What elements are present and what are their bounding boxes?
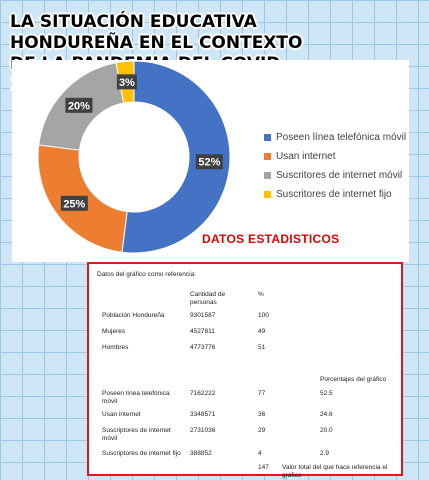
row-pct: 77 <box>258 390 266 397</box>
table-caption: Datos del gráfico como referencia: <box>97 271 196 278</box>
svg-text:25%: 25% <box>63 198 85 210</box>
row-pct: 29 <box>258 427 266 434</box>
header-cantidad: Cantidad de personas <box>190 291 226 306</box>
row-grafico: 52.5 <box>320 390 333 397</box>
row-cantidad: 388852 <box>190 450 212 457</box>
row-pct: 36 <box>258 411 266 418</box>
row-label: Suscriptores de internet fijo <box>102 450 181 457</box>
legend-label: Suscritores de internet fijo <box>276 189 392 200</box>
row-label: Población Hondureña <box>102 312 165 319</box>
legend-swatch <box>264 191 271 198</box>
row-cantidad: 2731036 <box>190 427 216 434</box>
svg-text:20%: 20% <box>68 100 90 112</box>
row-label: Usan internet <box>102 411 141 418</box>
legend-label: Usan internet <box>276 151 336 162</box>
legend-item: Usan internet <box>264 147 406 166</box>
header-pct: % <box>258 291 264 298</box>
legend-swatch <box>264 134 271 141</box>
row-cantidad: 3348571 <box>190 411 216 418</box>
row-grafico: 2.9 <box>320 450 330 457</box>
section-heading: DATOS ESTADISTICOS <box>202 232 340 246</box>
row-cantidad: 4773776 <box>190 344 216 351</box>
row-pct: 51 <box>258 344 266 351</box>
slice-label: 20% <box>65 97 93 113</box>
chart-panel: 52% 25% 20% 3% Poseen línea telefónica móvi… <box>12 60 409 262</box>
header-porcentajes: Porcentajes del gráfico <box>320 376 387 383</box>
row-cantidad: 9301587 <box>190 312 216 319</box>
legend-swatch <box>264 153 271 160</box>
row-label: Mujeres <box>102 328 126 335</box>
total-value: 147 <box>258 464 269 471</box>
legend-label: Suscritores de internet móvil <box>276 170 403 181</box>
row-pct: 49 <box>258 328 266 335</box>
legend-item: Suscritores de internet fijo <box>264 185 406 204</box>
svg-text:52%: 52% <box>198 157 220 169</box>
slice-label: 52% <box>195 154 223 170</box>
donut-chart: 52% 25% 20% 3% <box>37 60 231 254</box>
row-pct: 4 <box>258 450 262 457</box>
row-cantidad: 7162222 <box>190 390 216 397</box>
row-label: Suscriptores de internet móvil <box>102 427 171 442</box>
slice-label: 3% <box>116 74 137 90</box>
total-note: Valor total del que hace referencia el g… <box>282 464 388 479</box>
slice-label: 25% <box>60 195 88 211</box>
row-label: Hombres <box>102 344 129 351</box>
chart-legend: Poseen línea telefónica móvil Usan intern… <box>264 128 406 204</box>
legend-swatch <box>264 172 271 179</box>
row-pct: 100 <box>258 312 269 319</box>
svg-text:3%: 3% <box>119 77 135 89</box>
legend-item: Suscritores de internet móvil <box>264 166 406 185</box>
row-grafico: 24.6 <box>320 411 333 418</box>
donut-slice <box>121 60 231 254</box>
legend-item: Poseen línea telefónica móvil <box>264 128 406 147</box>
reference-table: Datos del gráfico como referencia: Canti… <box>87 262 403 479</box>
row-grafico: 20.0 <box>320 427 333 434</box>
row-label: Poseen línea telefónica móvil <box>102 390 170 405</box>
row-cantidad: 4527811 <box>190 328 215 335</box>
legend-label: Poseen línea telefónica móvil <box>276 132 407 143</box>
